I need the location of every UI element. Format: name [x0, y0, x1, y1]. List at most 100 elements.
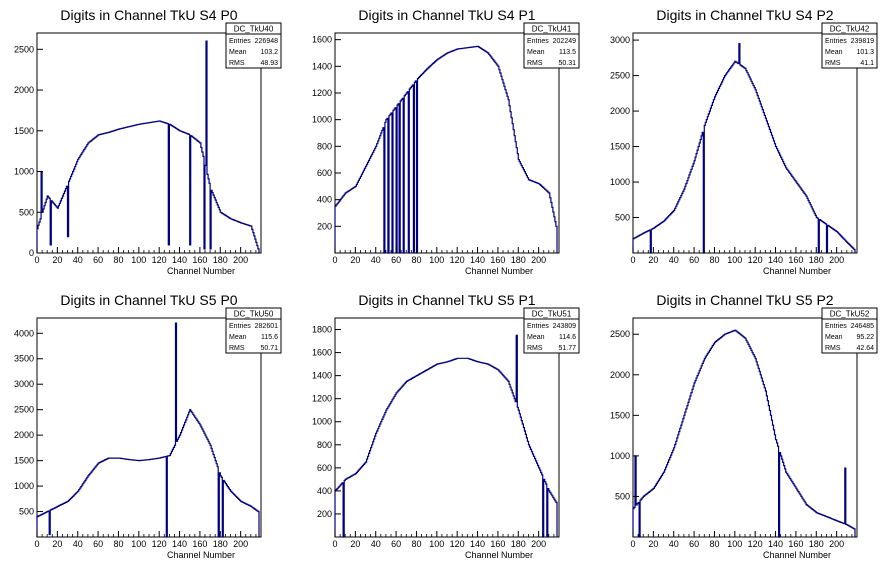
x-tick-label: 60 — [391, 255, 401, 265]
y-tick-label: 1000 — [610, 177, 630, 187]
y-tick-label: 1000 — [312, 115, 332, 125]
x-tick-label: 160 — [192, 255, 207, 265]
stats-box-frame — [523, 22, 580, 69]
y-tick-label: 2500 — [14, 44, 34, 54]
stats-box: DC_TkU41 Entries 202249 Mean 113.5 RMS 50.31 — [523, 22, 580, 69]
x-tick-label: 20 — [648, 539, 658, 549]
y-tick-label: 2000 — [610, 106, 630, 116]
stats-box: DC_TkU50 Entries 282601 Mean 115.6 RMS 50.71 — [225, 307, 282, 354]
stats-mean-label: Mean — [527, 334, 545, 341]
x-tick-label: 40 — [371, 255, 381, 265]
x-tick-label: 140 — [172, 255, 187, 265]
x-tick-label: 200 — [531, 539, 546, 549]
stats-entries-value: 282601 — [255, 323, 278, 330]
y-tick-label: 4000 — [14, 328, 34, 338]
stats-box-frame — [225, 22, 282, 69]
stats-mean-label: Mean — [825, 334, 843, 341]
x-tick-label: 40 — [73, 255, 83, 265]
y-tick-label: 1000 — [14, 167, 34, 177]
stats-entries-label: Entries — [229, 38, 251, 45]
stats-mean-value: 113.5 — [559, 49, 576, 56]
x-tick-label: 60 — [93, 255, 103, 265]
y-tick-label: 500 — [615, 213, 630, 223]
stats-mean-label: Mean — [229, 49, 247, 56]
x-tick-label: 20 — [52, 255, 62, 265]
x-tick-label: 0 — [34, 539, 39, 549]
stats-rms-value: 50.31 — [558, 60, 576, 67]
x-tick-label: 0 — [34, 255, 39, 265]
stats-entries-value: 243809 — [553, 323, 576, 330]
stats-box: DC_TkU52 Entries 246485 Mean 95.22 RMS 42.64 — [821, 307, 878, 354]
x-tick-label: 120 — [152, 255, 167, 265]
y-tick-label: 1600 — [312, 35, 332, 45]
y-tick-label: 1800 — [312, 325, 332, 335]
y-tick-label: 400 — [317, 486, 332, 496]
y-tick-label: 500 — [615, 491, 630, 501]
y-tick-label: 2000 — [14, 430, 34, 440]
stats-mean-value: 115.6 — [261, 334, 278, 341]
x-tick-label: 0 — [332, 255, 337, 265]
histogram-series — [36, 322, 260, 538]
stats-rms-value: 48.93 — [260, 60, 278, 67]
stats-mean-label: Mean — [229, 334, 247, 341]
x-tick-label: 180 — [213, 539, 228, 549]
x-tick-label: 20 — [350, 539, 360, 549]
x-tick-label: 100 — [429, 255, 444, 265]
x-tick-label: 120 — [450, 539, 465, 549]
y-tick-label: 1200 — [312, 88, 332, 98]
histogram-panel-1: Digits in Channel TkU S4 P1 0 20 40 60 80 100 1… — [312, 7, 580, 276]
x-tick-label: 180 — [809, 539, 824, 549]
stats-name: DC_TkU51 — [532, 310, 572, 319]
x-tick-label: 80 — [411, 255, 421, 265]
y-tick-label: 2500 — [14, 405, 34, 415]
y-tick-label: 2000 — [14, 85, 34, 95]
x-tick-label: 40 — [669, 539, 679, 549]
histogram-panel-4: Digits in Channel TkU S5 P1 0 20 40 60 80 100 1… — [312, 292, 580, 560]
stats-mean-value: 103.2 — [260, 49, 278, 56]
x-tick-label: 0 — [630, 255, 635, 265]
stats-name: DC_TkU41 — [532, 25, 572, 34]
y-tick-label: 600 — [317, 168, 332, 178]
x-tick-label: 140 — [768, 539, 783, 549]
x-axis-label: Channel Number — [465, 266, 533, 276]
x-tick-label: 140 — [768, 255, 783, 265]
stats-rms-value: 41.1 — [860, 60, 874, 67]
x-tick-label: 120 — [748, 539, 763, 549]
y-tick-label: 1000 — [610, 451, 630, 461]
histogram-series — [632, 329, 856, 538]
x-tick-label: 60 — [689, 539, 699, 549]
chart-title: Digits in Channel TkU S5 P1 — [358, 292, 535, 308]
histogram-series — [36, 40, 260, 253]
y-tick-label: 200 — [317, 509, 332, 519]
x-tick-label: 180 — [511, 539, 526, 549]
histogram-series — [334, 334, 558, 538]
y-tick-label: 3500 — [14, 354, 34, 364]
y-tick-label: 600 — [317, 463, 332, 473]
x-tick-label: 100 — [131, 255, 146, 265]
x-tick-label: 20 — [350, 255, 360, 265]
x-tick-label: 200 — [829, 539, 844, 549]
stats-name: DC_TkU40 — [234, 25, 274, 34]
stats-mean-label: Mean — [825, 49, 843, 56]
stats-mean-value: 101.3 — [856, 49, 874, 56]
x-tick-label: 200 — [233, 539, 248, 549]
stats-box: DC_TkU40 Entries 226948 Mean 103.2 RMS 48.93 — [225, 22, 282, 69]
histogram-series — [632, 43, 856, 254]
x-tick-label: 140 — [470, 539, 485, 549]
stats-rms-label: RMS — [229, 60, 245, 67]
stats-box-frame — [821, 22, 878, 69]
stats-box: DC_TkU51 Entries 243809 Mean 114.6 RMS 51.77 — [523, 307, 580, 354]
y-tick-label: 1000 — [312, 417, 332, 427]
y-tick-label: 1500 — [14, 456, 34, 466]
x-tick-label: 80 — [411, 539, 421, 549]
stats-rms-value: 50.71 — [260, 345, 278, 352]
histogram-panel-3: Digits in Channel TkU S5 P0 0 20 40 60 80 100 1… — [14, 292, 282, 560]
chart-title: Digits in Channel TkU S5 P0 — [60, 292, 237, 308]
x-tick-label: 120 — [450, 255, 465, 265]
chart-title: Digits in Channel TkU S4 P2 — [656, 7, 833, 23]
y-tick-label: 2000 — [610, 370, 630, 380]
stats-rms-value: 42.64 — [856, 345, 874, 352]
y-tick-label: 1500 — [14, 126, 34, 136]
x-axis-label: Channel Number — [167, 266, 235, 276]
stats-box: DC_TkU42 Entries 239819 Mean 101.3 RMS 41.1 — [821, 22, 878, 69]
